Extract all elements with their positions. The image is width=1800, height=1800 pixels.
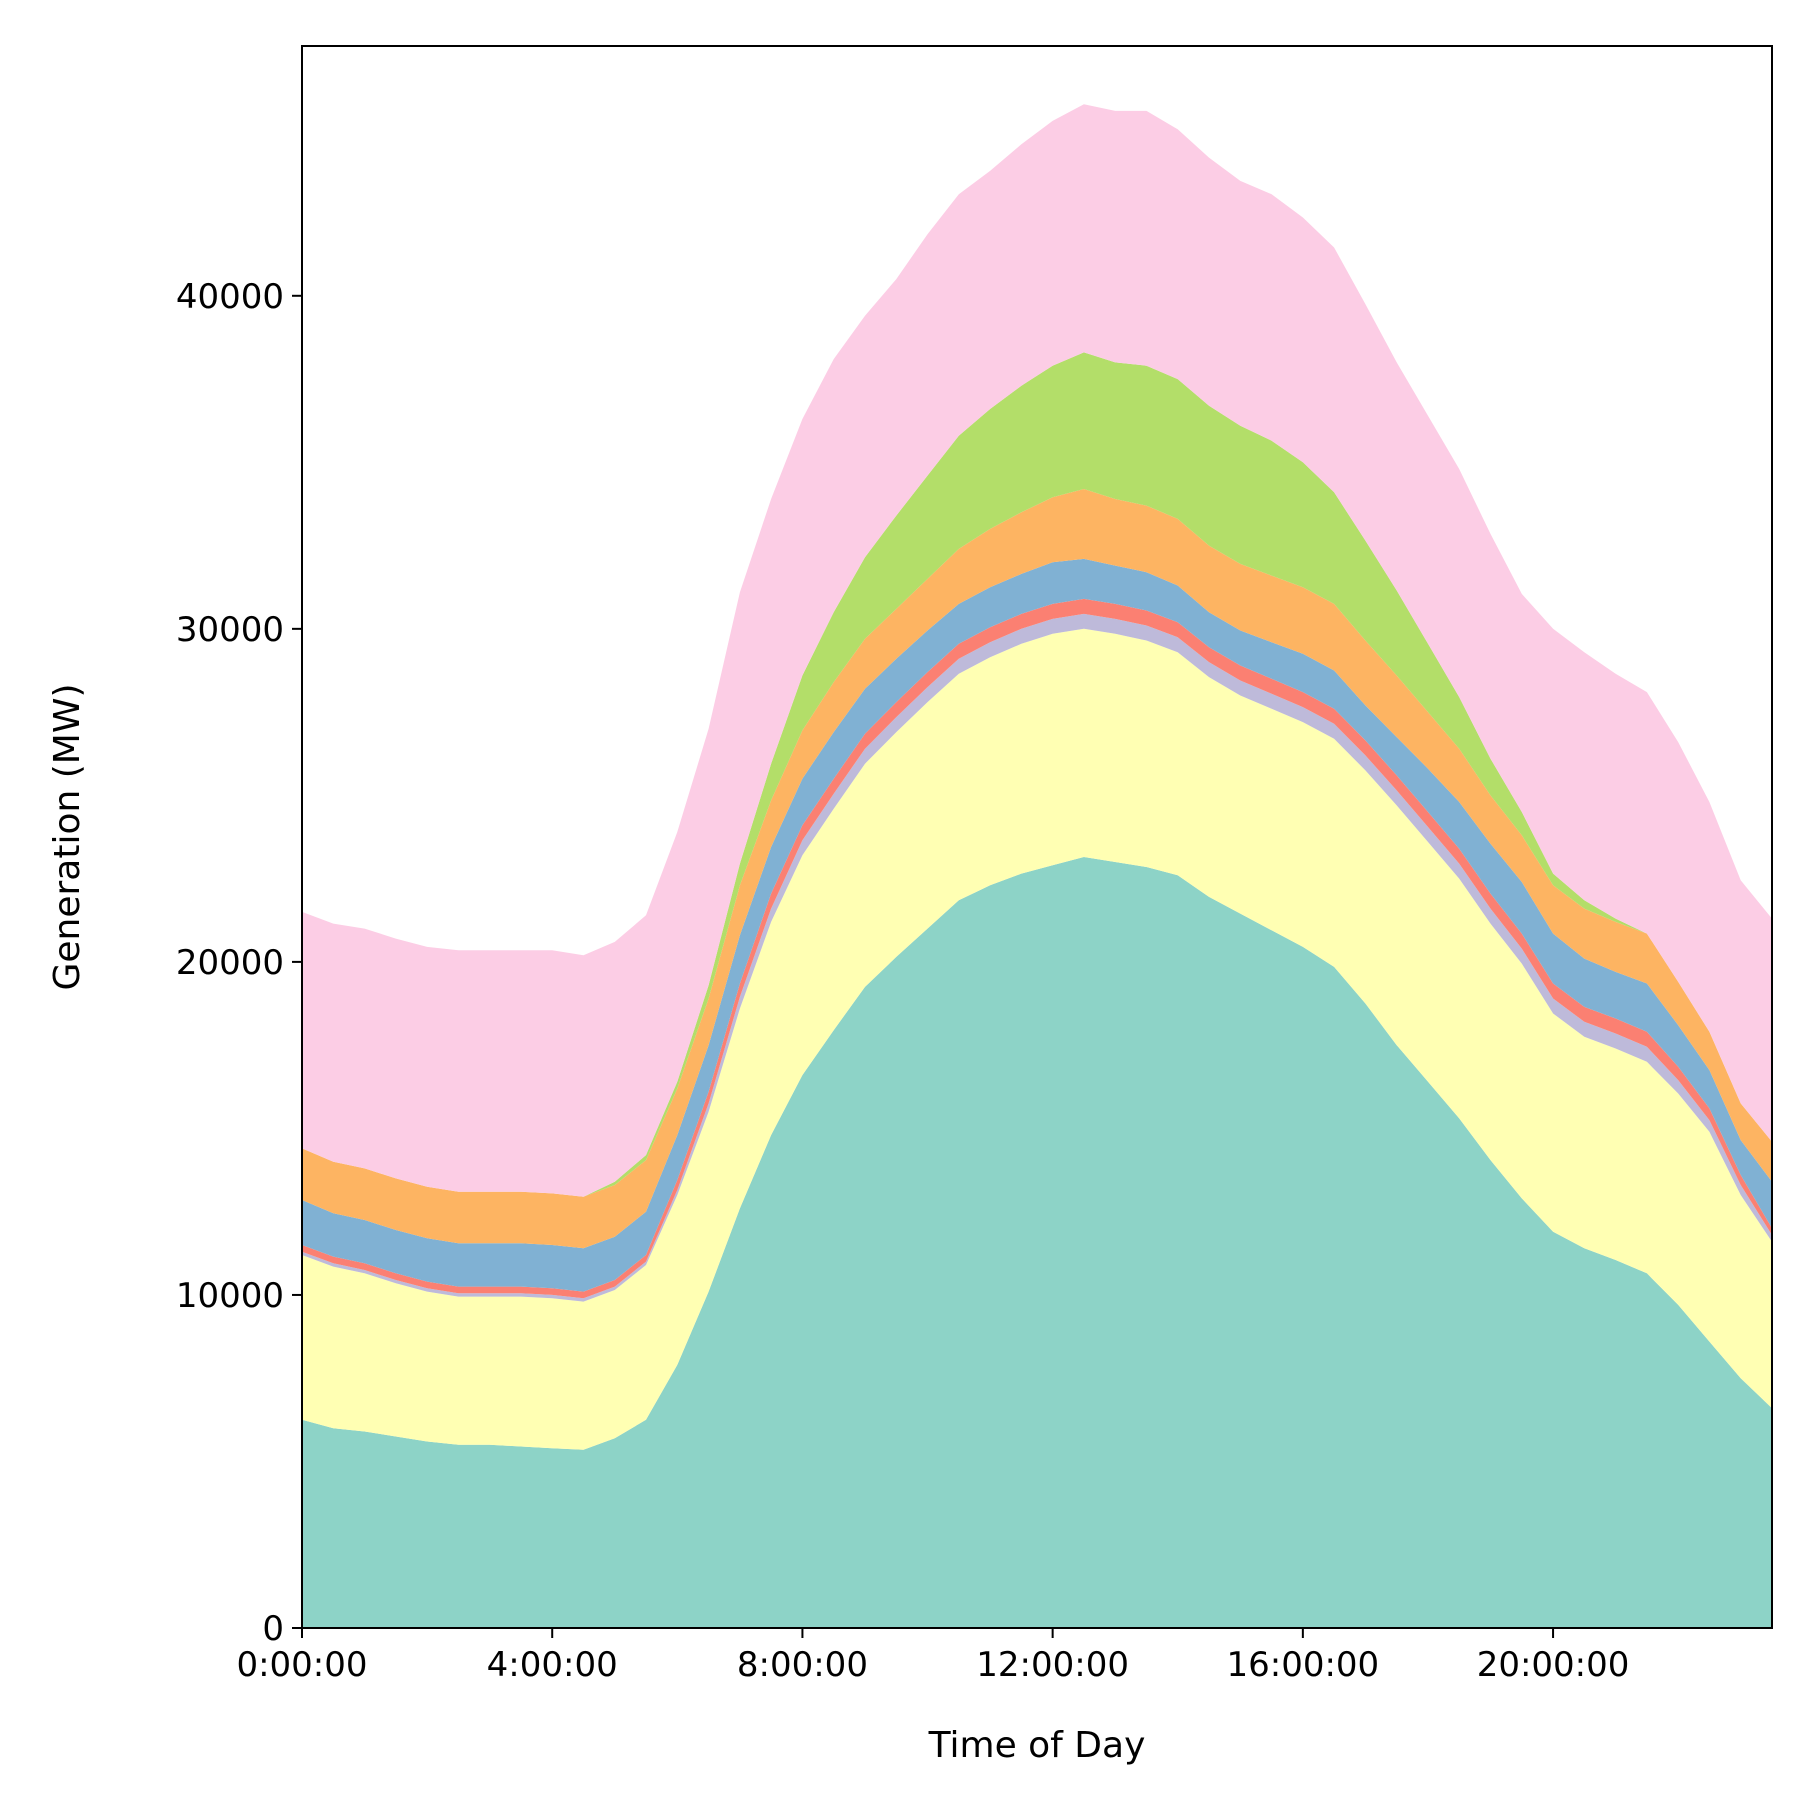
y-tick-label: 0 xyxy=(262,1609,284,1649)
x-tick-label: 8:00:00 xyxy=(737,1645,868,1685)
x-tick-label: 20:00:00 xyxy=(1477,1645,1630,1685)
area-series-8 xyxy=(302,104,1772,1197)
area-series-1 xyxy=(302,857,1772,1628)
y-tick-label: 40000 xyxy=(176,277,284,317)
y-axis-ticks: 0 10000 20000 30000 40000 xyxy=(176,277,302,1649)
area-series-2 xyxy=(302,628,1772,1450)
plot-frame xyxy=(301,45,1773,1629)
y-tick-label: 30000 xyxy=(176,610,284,650)
y-tick-label: 20000 xyxy=(176,943,284,983)
y-tick-label: 10000 xyxy=(176,1276,284,1316)
x-tick-label: 0:00:00 xyxy=(236,1645,367,1685)
area-series-7 xyxy=(302,352,1772,1197)
x-axis-label: Time of Day xyxy=(928,1725,1146,1766)
y-axis-label: Generation (MW) xyxy=(47,683,88,990)
area-layers xyxy=(302,104,1772,1628)
x-axis-ticks: 0:00:00 4:00:00 8:00:00 12:00:00 16:00:00 20:… xyxy=(236,1628,1629,1685)
x-tick-label: 4:00:00 xyxy=(487,1645,618,1685)
x-tick-label: 16:00:00 xyxy=(1226,1645,1379,1685)
x-tick-label: 12:00:00 xyxy=(976,1645,1129,1685)
